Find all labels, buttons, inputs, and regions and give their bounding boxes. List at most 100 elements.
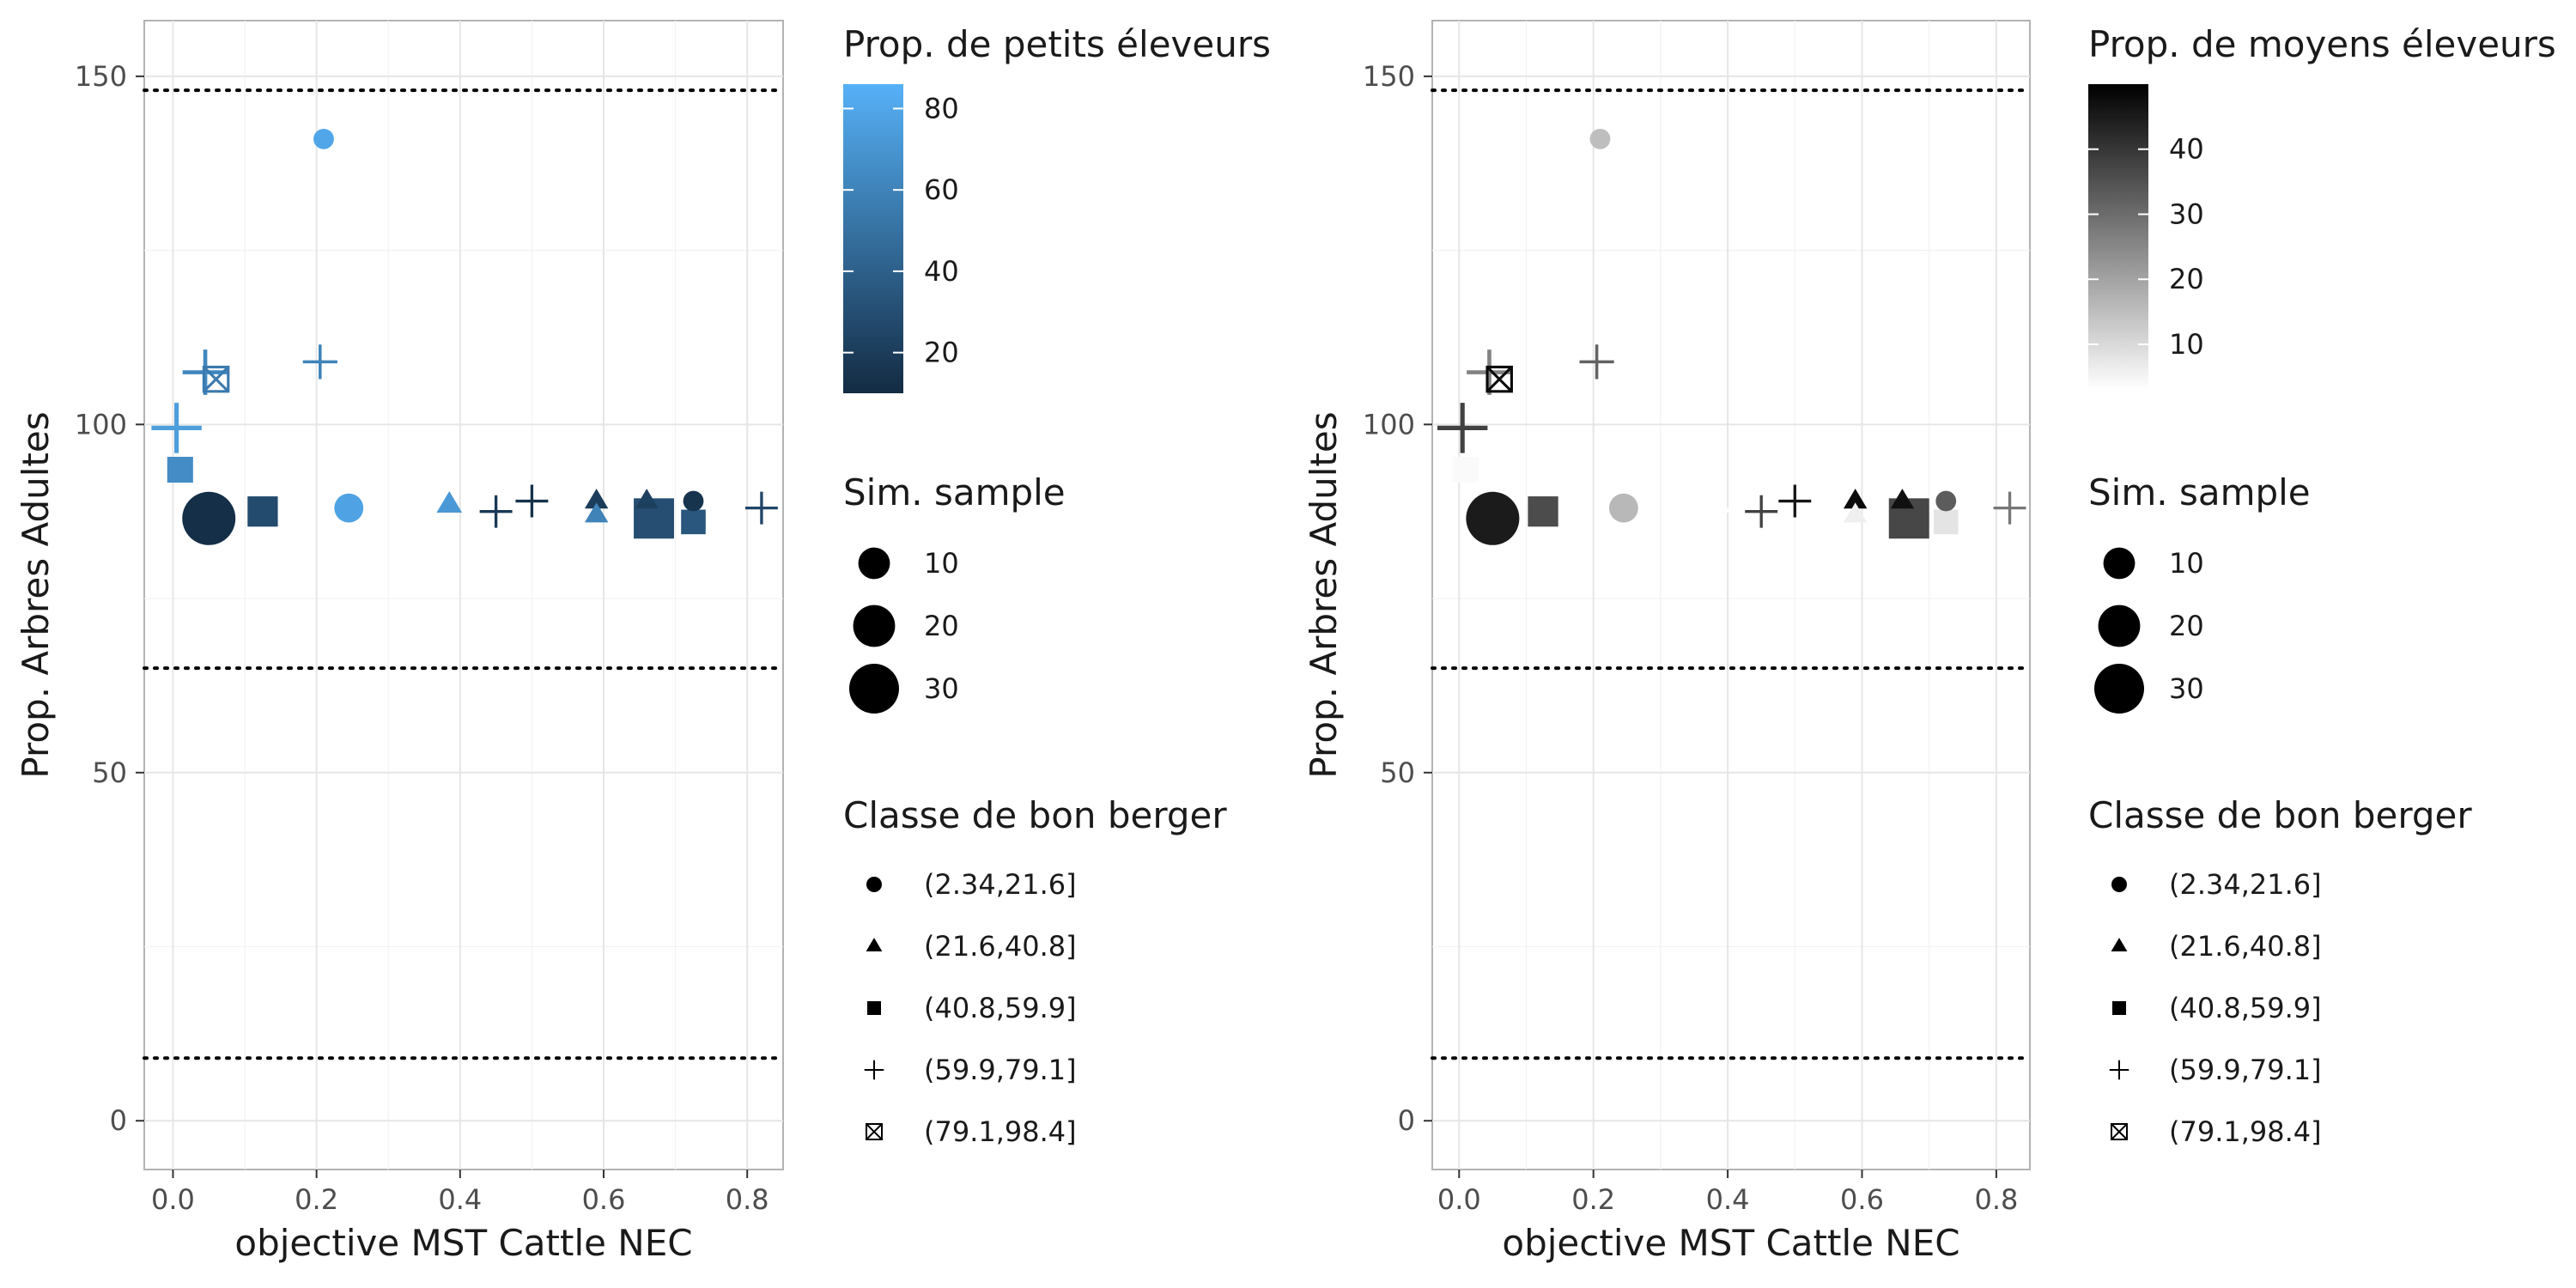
data-point [182,349,228,395]
gridlines [144,21,783,1170]
y-tick-label: 0 [1398,1104,1415,1137]
shape-legend-label: (21.6,40.8] [2169,930,2322,963]
y-axis-title: Prop. Arbres Adultes [1303,411,1345,778]
plot-area [1431,20,2031,1170]
shape-legend-label: (59.9,79.1] [2169,1054,2322,1086]
data-point [1993,491,2026,525]
size-legend-key [2094,664,2144,714]
shape-legend-label: (21.6,40.8] [924,930,1077,963]
size-legend-title: Sim. sample [843,471,1066,513]
data-point [247,496,278,527]
data-point [1467,349,1512,395]
data-point [1933,509,1959,535]
size-legend: Sim. sample 10 20 30 [2088,471,2311,714]
colorbar-ticks: 20 40 60 80 [843,92,959,369]
color-legend: Prop. de petits éleveurs 20 40 60 80 [843,23,1271,393]
chart-panel-2: 0.0 0.2 0.4 0.6 0.8 0 50 100 150 objective MST … [1303,20,2556,1264]
shape-legend-key [2111,1123,2128,1140]
data-point [515,484,549,518]
color-legend-title: Prop. de petits éleveurs [843,23,1271,65]
shape-legend-key [866,1123,883,1140]
data-point [744,491,778,525]
data-point [151,403,202,453]
colorbar-tick-label: 20 [924,337,959,369]
chart-panel-1: 0.0 0.2 0.4 0.6 0.8 0 50 100 150 objective MST … [15,20,1271,1264]
data-point [313,128,334,149]
x-axis-title: objective MST Cattle NEC [1502,1222,1959,1264]
size-legend-key [2098,605,2141,647]
size-legend-label: 20 [2169,610,2204,642]
data-point [1843,489,1868,509]
data-point [584,489,609,509]
y-axis-title: Prop. Arbres Adultes [15,411,57,778]
data-point [1890,489,1915,509]
reference-lines [1431,88,2032,1060]
x-tick-label: 0.4 [1706,1183,1750,1216]
data-point [681,509,706,535]
colorbar-tick-label: 40 [924,255,959,288]
data-points [1437,128,2026,545]
colorbar-tick-label: 10 [2169,328,2204,361]
shape-legend-title: Classe de bon berger [2088,794,2472,836]
shape-legend-label: (40.8,59.9] [924,992,1077,1024]
size-legend-label: 20 [924,610,959,642]
data-point [1528,496,1558,527]
plot-area [143,20,784,1170]
size-legend-label: 10 [2169,547,2204,580]
colorbar-tick-label: 40 [2169,133,2204,166]
shape-legend-label: (40.8,59.9] [2169,992,2322,1024]
data-points [151,128,778,545]
data-point [1589,128,1611,149]
colorbar-tick-label: 30 [2169,197,2204,230]
data-point [584,502,609,523]
data-point [334,493,364,523]
shape-legend-key [2111,938,2128,951]
shape-legend: Classe de bon berger (2.34,21.6] (21.6,40… [843,794,1227,1148]
x-axis-ticks: 0.0 0.2 0.4 0.6 0.8 [151,1170,769,1216]
x-tick-label: 0.0 [1437,1183,1481,1216]
y-axis-ticks: 0 50 100 150 [75,60,144,1137]
x-tick-label: 0.2 [1571,1183,1615,1216]
shape-legend-key [2111,1000,2127,1016]
data-point [683,490,704,512]
x-tick-label: 0.0 [151,1183,195,1216]
data-point [202,365,230,393]
data-point [1935,490,1957,512]
size-legend-label: 30 [2169,672,2204,705]
size-legend-label: 10 [924,547,959,580]
data-point [1437,403,1488,453]
colorbar [843,84,903,393]
data-point [1466,491,1520,545]
shape-legend-label: (2.34,21.6] [924,868,1077,901]
colorbar-ticks: 10 20 30 40 [2088,133,2204,361]
size-legend: Sim. sample 10 20 30 [843,471,1066,714]
reference-lines [143,88,785,1060]
data-point [1608,493,1638,523]
shape-legend: Classe de bon berger (2.34,21.6] (21.6,40… [2088,794,2472,1148]
x-axis-ticks: 0.0 0.2 0.4 0.6 0.8 [1437,1170,2018,1216]
data-point [1778,484,1812,518]
x-tick-label: 0.8 [726,1183,769,1216]
data-point [1704,490,1731,513]
shape-legend-label: (79.1,98.4] [2169,1115,2322,1148]
size-legend-title: Sim. sample [2088,471,2311,513]
shape-legend-title: Classe de bon berger [843,794,1227,836]
color-legend: Prop. de moyens éleveurs 10 20 30 40 [2088,23,2556,390]
size-legend-label: 30 [924,672,959,705]
y-tick-label: 50 [1380,756,1415,789]
size-legend-key [858,547,890,580]
shape-legend-label: (79.1,98.4] [924,1115,1077,1148]
colorbar-tick-label: 20 [2169,263,2204,295]
y-tick-label: 100 [75,408,127,440]
size-legend-key [853,605,896,647]
data-point [302,344,337,380]
shape-legend-key [866,938,883,951]
shape-legend-key [2109,1060,2129,1080]
shape-legend-key [866,877,882,892]
shape-legend-label: (59.9,79.1] [924,1054,1077,1086]
y-axis-ticks: 0 50 100 150 [1363,60,1432,1137]
y-tick-label: 100 [1363,408,1415,440]
x-tick-label: 0.8 [1974,1183,2018,1216]
shape-legend-key [866,1000,882,1016]
colorbar-tick-label: 60 [924,173,959,206]
